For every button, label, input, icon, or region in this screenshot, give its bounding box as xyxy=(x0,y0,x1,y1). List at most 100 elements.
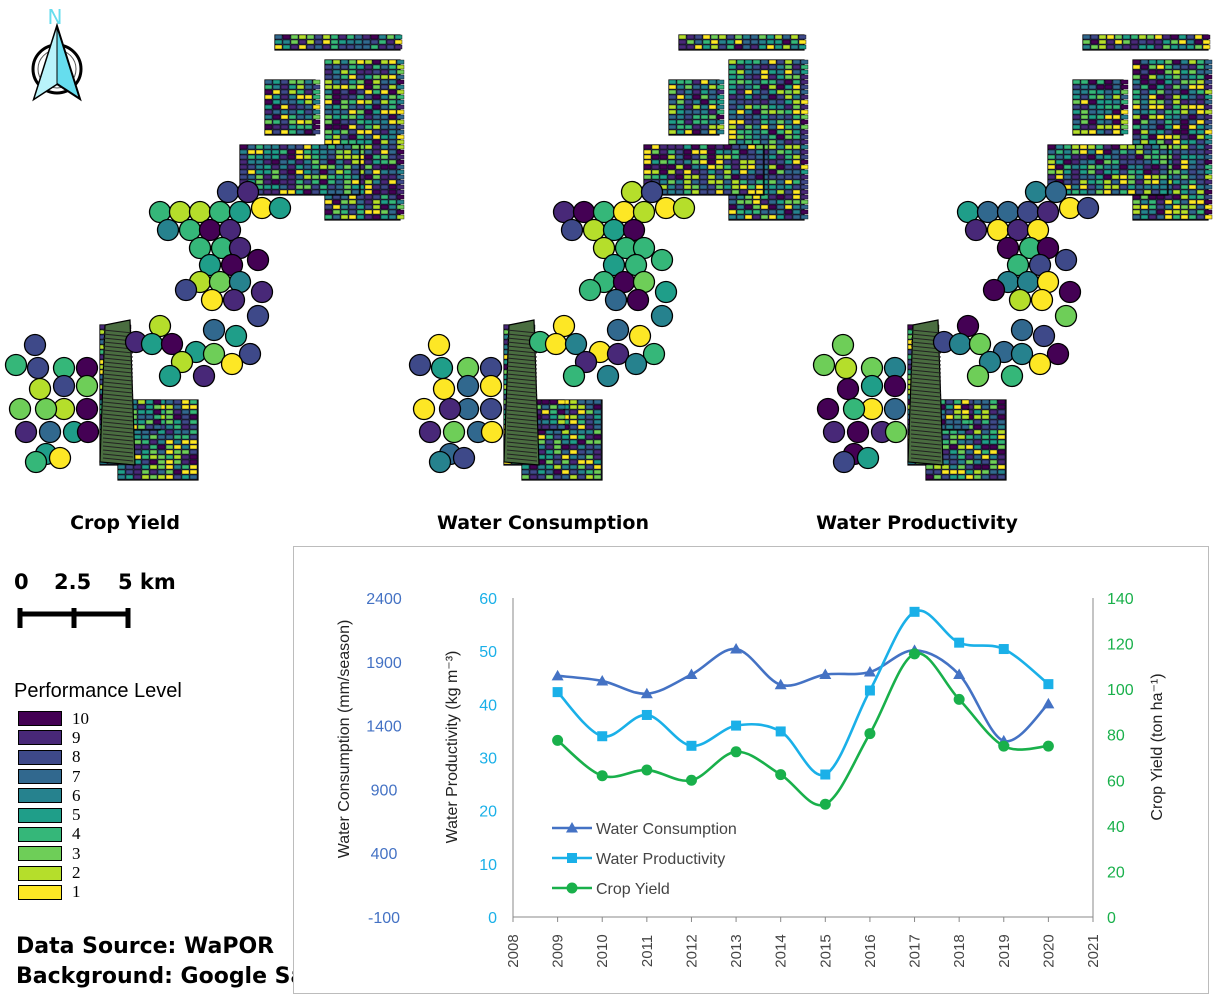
legend-item-3: 3 xyxy=(14,844,182,863)
water-consumption-point xyxy=(774,678,787,690)
legend-marker-crop-yield xyxy=(566,882,578,894)
chart-svg: 2008 2009 2010 2011 2012 2013 2014 2015 2016 2017… xyxy=(336,591,1166,968)
x-tick-label: 2014 xyxy=(773,934,790,967)
crop-yield-point xyxy=(552,734,564,746)
crop-yield-point xyxy=(685,774,697,786)
legend-label: 5 xyxy=(72,805,81,825)
legend-swatch xyxy=(18,807,62,823)
crop-yield-point xyxy=(953,693,965,705)
water-productivity-point xyxy=(864,685,875,696)
consumption-axis-title: Water Consumption (mm/season) xyxy=(336,620,353,859)
legend-label-crop-yield: Crop Yield xyxy=(596,881,670,898)
crop-yield-point xyxy=(998,740,1010,752)
consumption-tick-label: 1400 xyxy=(366,719,402,736)
legend-item-6: 6 xyxy=(14,786,182,805)
crop-yield-point xyxy=(775,769,787,781)
yield-axis-title: Crop Yield (ton ha⁻¹) xyxy=(1149,673,1166,820)
legend-label: 6 xyxy=(72,785,81,805)
north-label: N xyxy=(48,5,63,29)
yield-tick-label: 20 xyxy=(1107,864,1125,881)
x-tick-label: 2011 xyxy=(639,935,656,967)
crop-yield-point xyxy=(1042,740,1054,752)
map-title-water-consumption: Water Consumption xyxy=(437,512,649,534)
legend-label: 10 xyxy=(72,708,89,728)
consumption-tick-label: 900 xyxy=(371,782,398,799)
map-crop-yield xyxy=(4,34,405,481)
water-productivity-point xyxy=(954,637,965,648)
productivity-tick-label: 40 xyxy=(479,697,497,714)
legend-swatch xyxy=(18,730,62,746)
x-tick-label: 2020 xyxy=(1040,934,1057,967)
water-consumption-point xyxy=(863,666,876,677)
water-productivity-point xyxy=(998,644,1009,655)
yield-tick-label: 40 xyxy=(1107,819,1125,836)
time-series-chart: 2008 2009 2010 2011 2012 2013 2014 2015 2016 2017… xyxy=(293,546,1209,994)
water-productivity-point xyxy=(597,731,608,742)
data-source-line: Data Source: WaPOR xyxy=(16,934,275,959)
map-title-crop-yield: Crop Yield xyxy=(70,512,180,534)
legend-item-10: 10 xyxy=(14,709,182,728)
scale-label-2-5: 2.5 xyxy=(54,570,92,594)
yield-tick-label: 120 xyxy=(1107,637,1134,654)
scale-bar-graphic xyxy=(17,608,131,628)
yield-tick-label: 60 xyxy=(1107,773,1125,790)
crop-yield-point xyxy=(819,798,831,810)
legend-item-7: 7 xyxy=(14,767,182,786)
crop-yield-point xyxy=(641,764,653,776)
legend-label: 4 xyxy=(72,824,81,844)
crop-yield-line xyxy=(556,652,1049,807)
water-consumption-point xyxy=(819,668,832,680)
data-source: Data Source: WaPOR Background: Google Sa… xyxy=(16,932,379,992)
x-tick-label: 2008 xyxy=(505,934,522,967)
water-productivity-point xyxy=(731,720,742,731)
water-consumption-point xyxy=(685,668,698,680)
x-tick-label: 2017 xyxy=(907,934,924,967)
x-tick-label: 2018 xyxy=(951,934,968,967)
productivity-tick-label: 10 xyxy=(479,857,497,874)
scale-label-5km: 5 km xyxy=(118,570,176,594)
legend-swatch xyxy=(18,769,62,785)
legend-swatch xyxy=(18,711,62,727)
consumption-tick-label: 1900 xyxy=(366,655,402,672)
north-arrow: N xyxy=(22,4,92,104)
water-consumption-point xyxy=(551,669,564,681)
legend-items: 10 9 8 7 6 5 4 3 2 1 xyxy=(14,709,182,902)
yield-tick-label: 100 xyxy=(1107,682,1134,699)
water-productivity-point xyxy=(552,687,563,698)
legend-swatch xyxy=(18,884,62,900)
crop-yield-point xyxy=(730,746,742,758)
yield-tick-label: 0 xyxy=(1107,910,1116,927)
legend-label-water-productivity: Water Productivity xyxy=(596,851,725,868)
legend-marker-water-productivity xyxy=(567,853,577,863)
legend-item-1: 1 xyxy=(14,882,182,902)
scale-label-0: 0 xyxy=(14,570,29,594)
water-consumption-point xyxy=(1042,697,1055,709)
water-consumption-point xyxy=(640,687,653,699)
legend-swatch xyxy=(18,826,62,842)
water-productivity-point xyxy=(1043,679,1054,690)
x-tick-label: 2009 xyxy=(550,934,567,967)
water-productivity-point xyxy=(820,769,831,780)
legend-label: 3 xyxy=(72,843,81,863)
crop-yield-point xyxy=(596,770,608,782)
consumption-tick-label: -100 xyxy=(368,910,400,927)
legend-item-9: 9 xyxy=(14,728,182,747)
legend-item-5: 5 xyxy=(14,805,182,824)
crop-yield-point xyxy=(909,648,921,660)
productivity-tick-label: 50 xyxy=(479,644,497,661)
legend-swatch xyxy=(18,846,62,862)
productivity-tick-label: 60 xyxy=(479,591,497,608)
legend-label: 2 xyxy=(72,863,81,883)
crop-yield-point xyxy=(864,728,876,740)
legend-item-2: 2 xyxy=(14,863,182,882)
x-tick-label: 2015 xyxy=(817,934,834,967)
water-productivity-point xyxy=(775,726,786,737)
water-consumption-line xyxy=(557,647,1050,743)
productivity-tick-label: 30 xyxy=(479,751,497,768)
water-consumption-point xyxy=(596,674,609,686)
water-consumption-point xyxy=(953,668,966,680)
north-arrow-icon: N xyxy=(31,5,83,102)
legend-marker-water-consumption xyxy=(566,822,578,833)
legend-item-4: 4 xyxy=(14,824,182,844)
x-tick-label: 2019 xyxy=(996,934,1013,967)
